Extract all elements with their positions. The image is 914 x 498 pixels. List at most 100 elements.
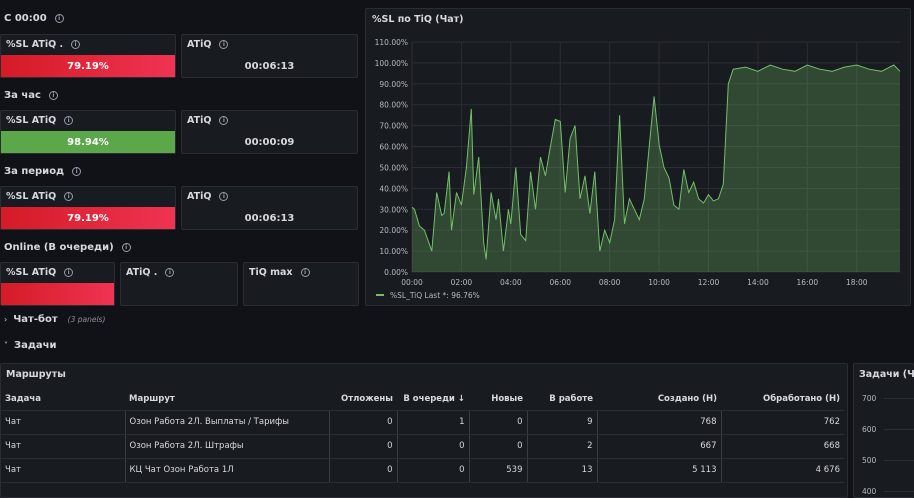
info-icon[interactable]: i <box>48 91 58 100</box>
column-header[interactable]: Обработано (Н) <box>721 388 844 411</box>
y-tick-label: 70.00% <box>379 122 408 131</box>
table-cell: 0 <box>329 410 398 435</box>
column-header-label: В очереди <box>403 393 455 404</box>
y-tick-label: 0.00% <box>384 268 408 277</box>
routes-table: Задача Маршрут Отложены В очереди ↓ Новы… <box>1 388 844 483</box>
x-tick-label: 08:00 <box>599 278 621 287</box>
y-tick-label: 50.00% <box>379 163 408 172</box>
info-icon[interactable]: i <box>219 192 229 201</box>
table-row: Чат Озон Работа 2Л. Выплаты / Тарифы 0 1… <box>1 410 844 435</box>
y-tick-label: 20.00% <box>379 226 408 235</box>
x-tick-label: 06:00 <box>549 278 571 287</box>
table-cell: Чат <box>1 434 126 459</box>
table-cell: 0 <box>469 410 528 435</box>
y-tick-label: 80.00% <box>379 101 408 110</box>
routes-table-wrap: Задача Маршрут Отложены В очереди ↓ Новы… <box>1 388 844 483</box>
table-cell: 0 <box>329 434 398 459</box>
sl-atiq-panel-1: %SL ATiQ . i 79.19% <box>0 34 176 78</box>
table-cell: 539 <box>469 458 528 483</box>
atiq-value: 00:06:13 <box>244 61 295 72</box>
y-tick: 700 <box>862 394 877 403</box>
x-tick-label: 04:00 <box>500 278 522 287</box>
section-title: С 00:00 <box>4 13 47 24</box>
table-header-row: Задача Маршрут Отложены В очереди ↓ Новы… <box>1 388 844 411</box>
row-tasks[interactable]: ˅ Задачи <box>4 340 57 351</box>
panel-title-text: ATiQ . <box>126 267 158 278</box>
panel-title-text: ATiQ <box>187 39 212 50</box>
y-tick: 400 <box>862 487 877 496</box>
info-icon[interactable]: i <box>64 192 74 201</box>
sl-atiq-panel-3: %SL ATiQ i 79.19% <box>0 186 176 230</box>
x-tick-label: 10:00 <box>648 278 670 287</box>
panel-title-text: %SL ATiQ <box>6 191 57 202</box>
y-tick-label: 60.00% <box>379 143 408 152</box>
info-icon[interactable]: i <box>64 268 74 277</box>
y-tick-label: 10.00% <box>379 247 408 256</box>
info-icon[interactable]: i <box>165 268 175 277</box>
y-tick-label: 40.00% <box>379 184 408 193</box>
chart-title: %SL по TiQ (Чат) <box>372 14 464 25</box>
section-header-online: Online (В очереди) i <box>4 242 131 253</box>
panel-title: TiQ max i <box>249 267 310 278</box>
sl-value-bar <box>1 283 114 305</box>
sl-atiq-panel-online: %SL ATiQ i <box>0 262 115 306</box>
info-icon[interactable]: i <box>54 14 64 23</box>
tasks-chat-panel: Задачи (Чат 700 600 500 400 <box>853 363 914 498</box>
x-tick-label: 18:00 <box>846 278 868 287</box>
info-icon[interactable]: i <box>72 167 82 176</box>
info-icon[interactable]: i <box>219 116 229 125</box>
table-cell: 0 <box>397 458 470 483</box>
info-icon[interactable]: i <box>64 116 74 125</box>
x-tick-label: 14:00 <box>747 278 769 287</box>
x-tick-label: 00:00 <box>401 278 423 287</box>
column-header[interactable]: Создано (Н) <box>597 388 721 411</box>
info-icon[interactable]: i <box>121 243 131 252</box>
panel-title: ATiQ i <box>187 39 229 50</box>
x-tick-label: 12:00 <box>698 278 720 287</box>
series-area <box>412 65 900 272</box>
y-tick: 600 <box>862 425 877 434</box>
table-cell: 668 <box>721 434 844 459</box>
row-title: Задачи <box>14 340 57 351</box>
column-header[interactable]: В работе <box>527 388 597 411</box>
atiq-panel-1: ATiQ i 00:06:13 <box>181 34 358 78</box>
atiq-panel-3: ATiQ i 00:06:13 <box>181 186 358 230</box>
table-cell: Чат <box>1 458 126 483</box>
table-cell: Озон Работа 2Л. Штрафы <box>125 434 330 459</box>
table-cell: 762 <box>721 410 844 435</box>
info-icon[interactable]: i <box>219 40 229 49</box>
panel-title-text: %SL ATiQ . <box>6 39 64 50</box>
panel-title: %SL ATiQ i <box>6 267 74 278</box>
table-cell: Чат <box>1 410 126 435</box>
legend-label: %SL_TiQ Last *: 96.76% <box>390 291 480 300</box>
row-chatbot[interactable]: › Чат-бот (3 panels) <box>4 314 105 325</box>
info-icon[interactable]: i <box>71 40 81 49</box>
x-tick-label: 16:00 <box>797 278 819 287</box>
column-header-sorted[interactable]: В очереди ↓ <box>397 388 469 411</box>
table-cell: 0 <box>329 458 398 483</box>
sl-value-bar: 79.19% <box>1 207 175 229</box>
table-cell: КЦ Чат Озон Работа 1Л <box>125 458 330 483</box>
table-cell: 2 <box>527 434 598 459</box>
section-header-per-period: За период i <box>4 166 82 177</box>
sl-atiq-panel-2: %SL ATiQ i 98.94% <box>0 110 176 154</box>
column-header[interactable]: Новые <box>469 388 527 411</box>
column-header[interactable]: Отложены <box>329 388 397 411</box>
chevron-right-icon: › <box>4 315 8 324</box>
section-header-since-midnight: С 00:00 i <box>4 13 64 24</box>
sort-desc-icon: ↓ <box>457 393 465 404</box>
info-icon[interactable]: i <box>300 268 310 277</box>
panel-title-text: %SL ATiQ <box>6 115 57 126</box>
grid-line <box>884 460 914 461</box>
panel-title-text: ATiQ <box>187 191 212 202</box>
panel-title-text: ATiQ <box>187 115 212 126</box>
table-row: Чат Озон Работа 2Л. Штрафы 0 0 0 2 667 6… <box>1 434 844 459</box>
sl-value-bar: 79.19% <box>1 55 175 77</box>
table-cell: 768 <box>597 410 722 435</box>
row-panel-count: (3 panels) <box>67 315 106 324</box>
atiq-panel-online: ATiQ . i <box>120 262 238 306</box>
table-cell: 4 676 <box>721 458 844 483</box>
column-header[interactable]: Задача <box>1 388 125 411</box>
row-title: Чат-бот <box>13 314 58 325</box>
column-header[interactable]: Маршрут <box>125 388 329 411</box>
